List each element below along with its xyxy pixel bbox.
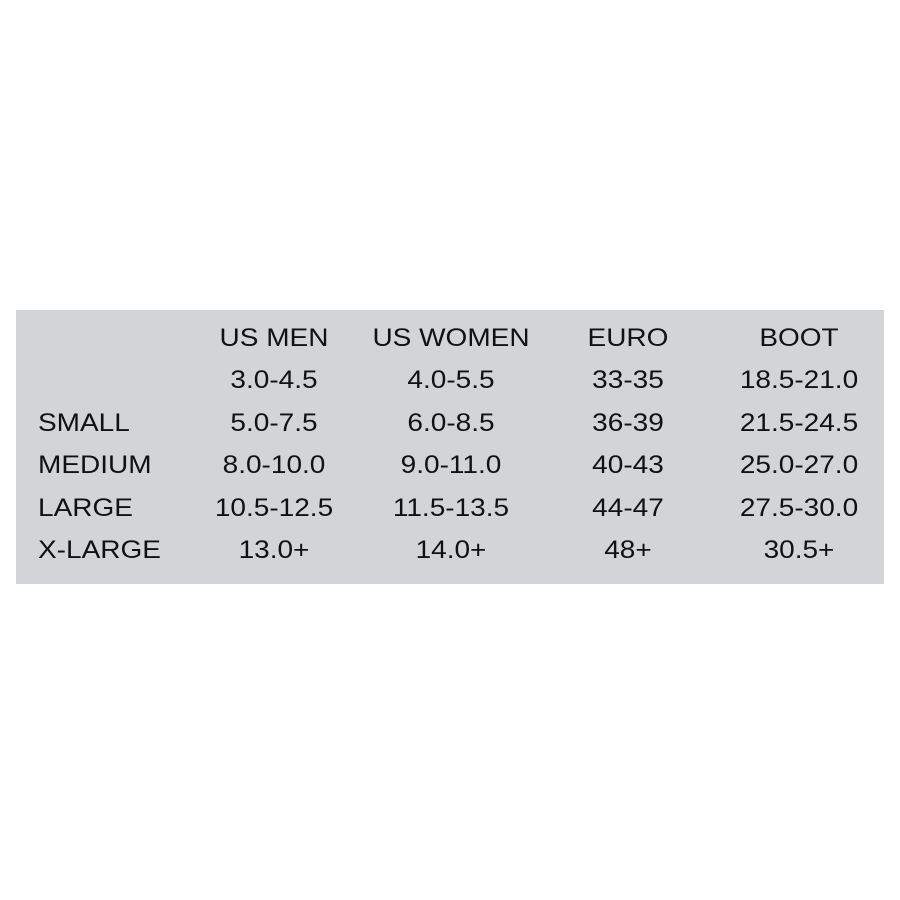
cell-euro: 36-39 (592, 409, 664, 437)
cell-euro: 48+ (604, 536, 652, 564)
cell-us-women: 9.0-11.0 (400, 451, 502, 479)
cell-us-men: 8.0-10.0 (222, 451, 326, 479)
table-row: 3.0-4.5 4.0-5.5 33-35 18.5-21.0 (16, 360, 884, 400)
header-boot: BOOT (759, 324, 839, 352)
header-us-men: US MEN (219, 324, 329, 352)
cell-euro: 33-35 (592, 366, 664, 394)
size-label: X-LARGE (38, 536, 161, 564)
cell-euro: 40-43 (592, 451, 664, 479)
cell-us-men: 10.5-12.5 (214, 494, 334, 522)
cell-us-women: 14.0+ (415, 536, 487, 564)
cell-us-men: 3.0-4.5 (230, 366, 318, 394)
header-euro: EURO (587, 324, 669, 352)
cell-boot: 30.5+ (763, 536, 835, 564)
size-label: LARGE (38, 494, 133, 522)
size-label: SMALL (38, 409, 130, 437)
table-row: SMALL 5.0-7.5 6.0-8.5 36-39 21.5-24.5 (16, 403, 884, 443)
header-row: US MEN US WOMEN EURO BOOT (16, 318, 884, 358)
table-row: LARGE 10.5-12.5 11.5-13.5 44-47 27.5-30.0 (16, 488, 884, 528)
table-row: X-LARGE 13.0+ 14.0+ 48+ 30.5+ (16, 530, 884, 570)
size-label: MEDIUM (38, 451, 152, 479)
cell-us-women: 6.0-8.5 (407, 409, 495, 437)
cell-us-women: 4.0-5.5 (407, 366, 495, 394)
cell-us-women: 11.5-13.5 (392, 494, 510, 522)
size-chart-table: US MEN US WOMEN EURO BOOT 3.0-4.5 4.0-5.5… (16, 310, 884, 584)
header-us-women: US WOMEN (372, 324, 530, 352)
table-row: MEDIUM 8.0-10.0 9.0-11.0 40-43 25.0-27.0 (16, 445, 884, 485)
cell-boot: 27.5-30.0 (739, 494, 859, 522)
cell-boot: 25.0-27.0 (739, 451, 859, 479)
cell-us-men: 13.0+ (238, 536, 310, 564)
cell-boot: 18.5-21.0 (739, 366, 859, 394)
cell-boot: 21.5-24.5 (739, 409, 859, 437)
cell-us-men: 5.0-7.5 (230, 409, 318, 437)
cell-euro: 44-47 (592, 494, 664, 522)
